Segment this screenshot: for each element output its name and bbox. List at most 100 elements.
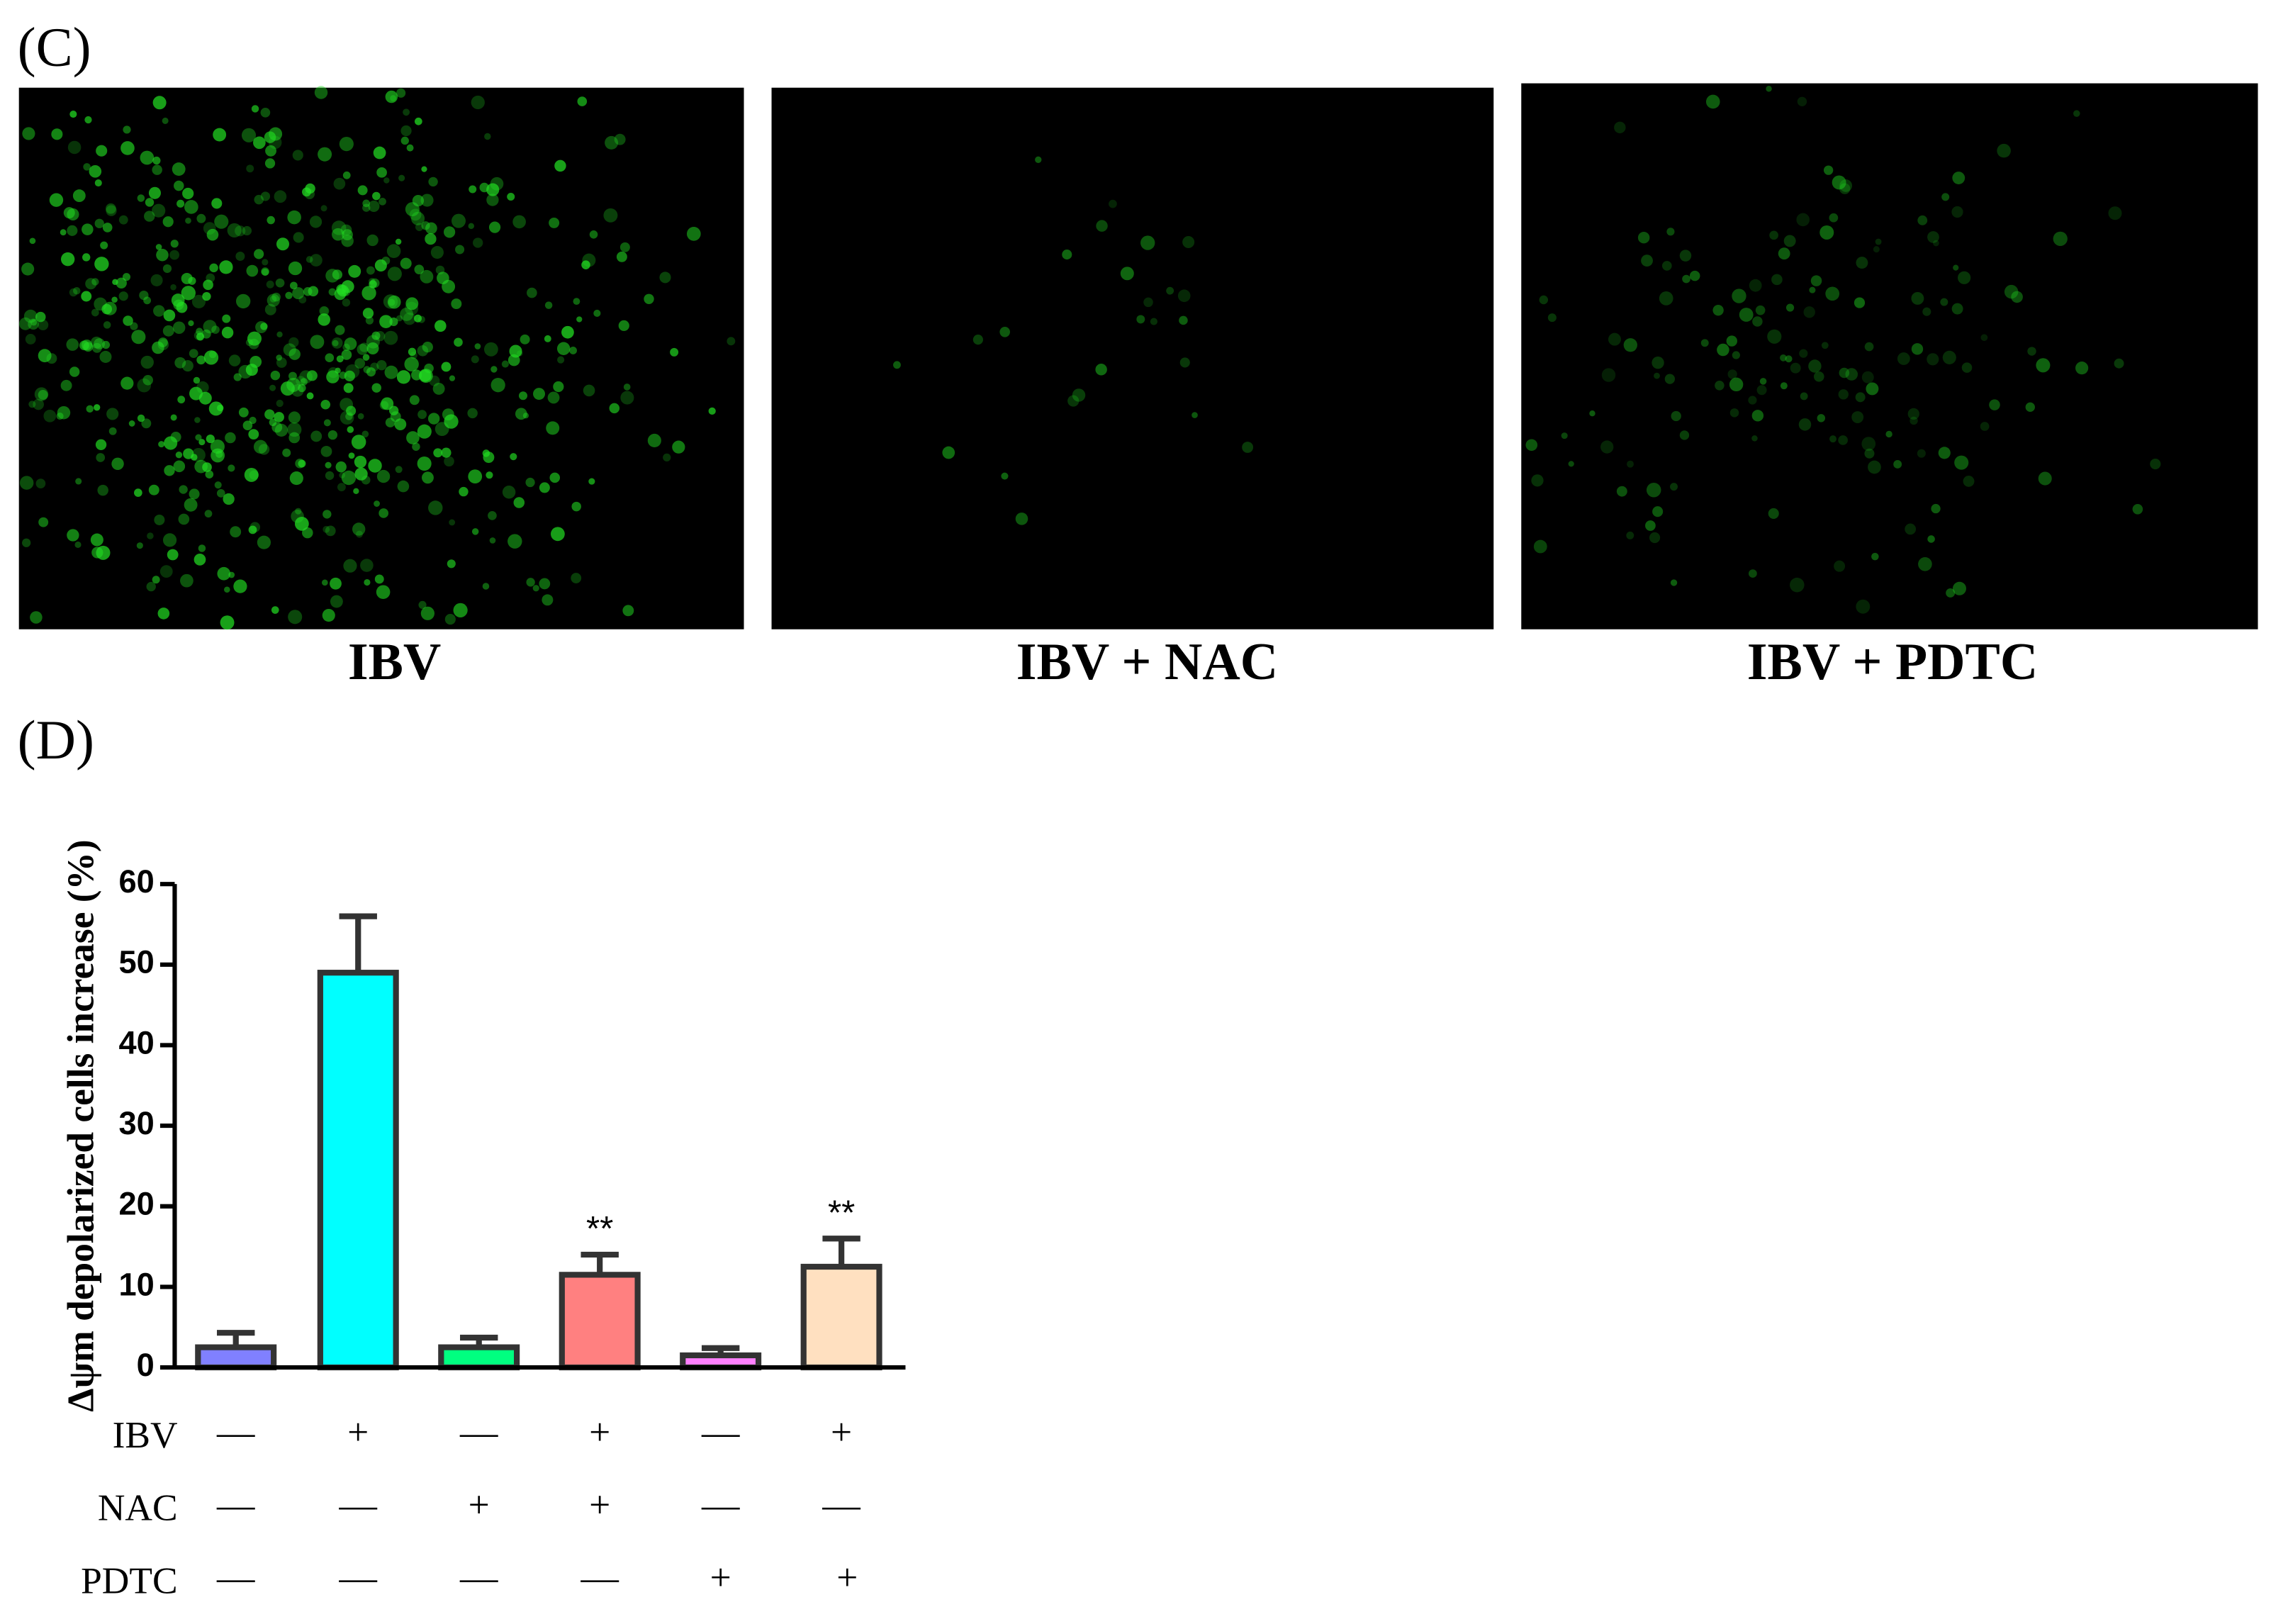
- cell: [38, 390, 48, 401]
- cell: [1120, 267, 1134, 281]
- y-tick-label: 40: [118, 1024, 154, 1060]
- cell: [261, 267, 269, 276]
- cell: [180, 573, 194, 588]
- cell: [486, 194, 499, 206]
- cell: [34, 387, 49, 401]
- cell: [38, 517, 49, 527]
- cell: [1015, 513, 1028, 525]
- cell: [1961, 362, 1973, 373]
- cell: [520, 334, 530, 345]
- cell: [1670, 579, 1678, 586]
- cell: [1755, 305, 1766, 315]
- cell: [327, 430, 338, 440]
- cell: [518, 391, 528, 401]
- cell: [184, 498, 198, 512]
- cell: [162, 325, 174, 337]
- cell: [395, 466, 403, 474]
- cell: [140, 150, 155, 165]
- cell: [258, 444, 270, 455]
- y-tick-label: 20: [118, 1186, 154, 1222]
- cell: [288, 411, 301, 424]
- cell: [167, 549, 179, 561]
- cell: [118, 291, 128, 301]
- cell: [130, 322, 138, 330]
- cell: [339, 137, 354, 152]
- cell: [1989, 399, 2000, 410]
- cell: [288, 337, 299, 347]
- treatment-sign: —: [822, 1484, 860, 1526]
- cell: [348, 264, 361, 278]
- cell: [30, 611, 43, 624]
- cell: [275, 278, 285, 288]
- cell: [67, 140, 82, 155]
- cell: [1652, 506, 1664, 517]
- cell: [335, 325, 345, 335]
- cell: [376, 585, 391, 600]
- cell: [211, 198, 223, 209]
- cell: [490, 366, 498, 373]
- cell: [285, 291, 293, 299]
- cell: [181, 360, 194, 372]
- cell: [351, 435, 366, 449]
- cell: [1785, 303, 1795, 312]
- cell: [400, 136, 409, 145]
- cell: [442, 408, 454, 421]
- cell: [1845, 368, 1858, 381]
- cell: [152, 164, 162, 175]
- cell: [264, 158, 276, 169]
- cell: [164, 436, 178, 450]
- cell: [489, 537, 496, 544]
- cell: [198, 439, 206, 446]
- cell: [387, 267, 402, 281]
- cell: [189, 488, 200, 500]
- cell: [189, 349, 198, 359]
- cell: [251, 105, 259, 113]
- cell: [83, 342, 94, 352]
- cell: [1727, 369, 1737, 379]
- cell: [359, 342, 369, 352]
- cell: [453, 603, 468, 617]
- cell: [1938, 447, 1951, 459]
- cell: [288, 610, 303, 625]
- cell: [253, 136, 266, 150]
- cell: [60, 379, 72, 391]
- cell: [246, 264, 259, 277]
- cell: [449, 375, 456, 381]
- cell: [267, 215, 275, 225]
- cell: [1797, 96, 1807, 106]
- cell: [1627, 460, 1634, 468]
- cell: [486, 471, 493, 479]
- cell: [408, 347, 417, 356]
- cell: [368, 459, 382, 473]
- cell: [94, 404, 101, 411]
- cell: [96, 145, 108, 157]
- cell: [325, 471, 335, 481]
- cell: [335, 461, 347, 473]
- cell: [1832, 175, 1846, 190]
- cell: [326, 370, 340, 383]
- cell: [381, 397, 394, 410]
- treatment-sign: +: [347, 1411, 369, 1453]
- cell: [486, 183, 500, 196]
- cell: [1661, 261, 1672, 271]
- cell: [172, 321, 186, 334]
- cell: [1652, 356, 1664, 369]
- cell: [1839, 183, 1851, 194]
- bar: [559, 1272, 641, 1371]
- cell: [1637, 231, 1650, 244]
- cell: [74, 541, 82, 549]
- cell: [72, 189, 86, 203]
- cell: [1616, 486, 1627, 497]
- cell: [421, 166, 427, 172]
- cell: [298, 383, 306, 393]
- treatment-sign: —: [701, 1484, 740, 1526]
- cell: [2108, 206, 2122, 220]
- cell: [1646, 482, 1661, 498]
- treatment-sign: +: [469, 1484, 490, 1526]
- treatment-name: NAC: [98, 1486, 178, 1529]
- cell: [67, 225, 78, 236]
- cell: [288, 261, 303, 276]
- cell: [1873, 246, 1880, 253]
- cell: [364, 578, 371, 586]
- cell: [337, 483, 346, 492]
